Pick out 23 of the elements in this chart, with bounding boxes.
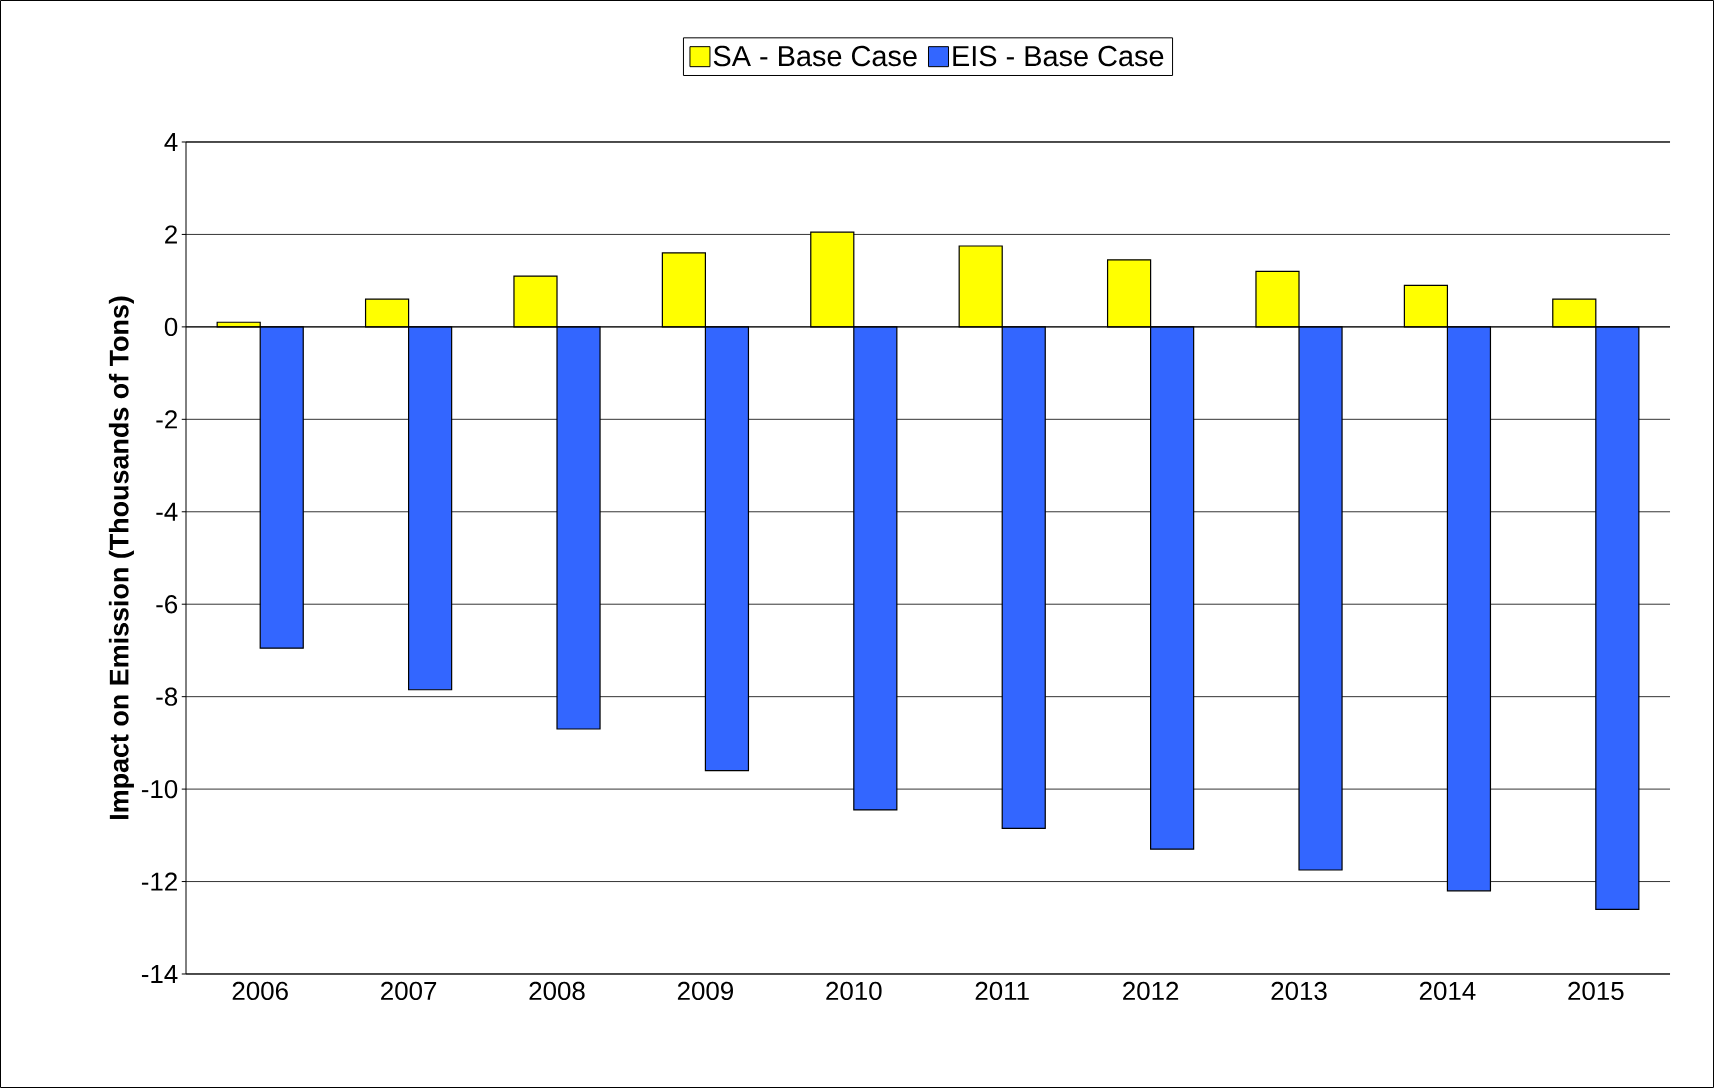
y-axis-title: Impact on Emission (Thousands of Tons): [108, 296, 134, 819]
y-tick-label: 0: [164, 317, 178, 337]
x-tick-label: 2013: [1271, 981, 1327, 1001]
y-tick-label: -10: [141, 779, 178, 799]
x-tick-label: 2009: [677, 981, 733, 1001]
legend-label: EIS - Base Case: [953, 45, 1164, 67]
x-tick-label: 2008: [529, 981, 585, 1001]
y-tick-label: -12: [141, 872, 177, 891]
x-tick-label: 2011: [975, 981, 1029, 1001]
y-tick-label: -8: [156, 687, 178, 706]
x-tick-label: 2010: [826, 981, 882, 1001]
y-tick-label: -2: [156, 410, 177, 429]
x-tick-label: 2012: [1123, 981, 1179, 1001]
x-tick-label: 2007: [381, 981, 437, 1001]
x-tick-label: 2006: [232, 981, 288, 1001]
y-tick-label: -14: [141, 965, 178, 983]
x-tick-label: 2015: [1568, 981, 1624, 1001]
y-tick-label: -4: [156, 502, 178, 521]
legend-label: SA - Base Case: [713, 45, 917, 67]
x-tick-label: 2014: [1419, 981, 1476, 1001]
y-tick-label: -6: [156, 595, 178, 614]
y-tick-label: 4: [164, 133, 178, 151]
y-tick-label: 2: [165, 225, 177, 244]
